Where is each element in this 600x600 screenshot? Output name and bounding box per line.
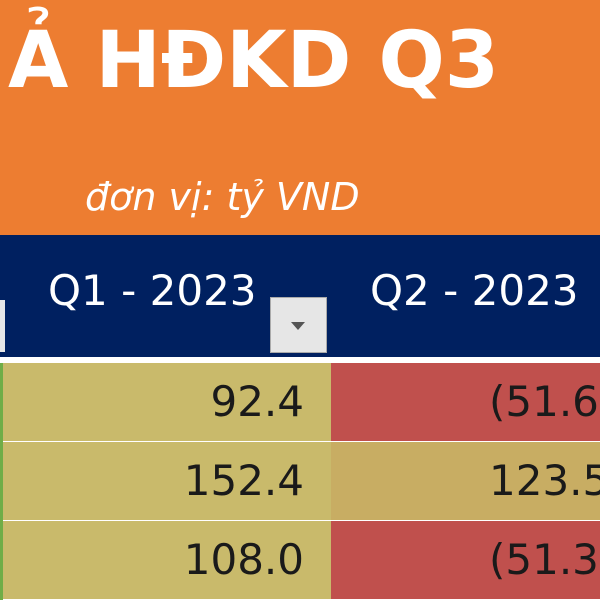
column-header: Q1 - 2023: [48, 266, 257, 315]
title: Ả HĐKD Q3: [8, 16, 500, 106]
cell: 123.5: [331, 442, 600, 520]
column-header: Q2 - 2023: [370, 266, 579, 315]
filter-button[interactable]: [0, 300, 5, 352]
subtitle: đơn vị: tỷ VND: [85, 175, 360, 219]
cell: 152.4: [3, 442, 332, 520]
filter-button[interactable]: [270, 297, 327, 353]
cell: (51.6: [331, 363, 600, 441]
cell: 108.0: [3, 521, 332, 599]
dropdown-arrow: [291, 322, 305, 330]
separator: [0, 357, 600, 363]
left-edge: [0, 363, 3, 600]
cell: 92.4: [3, 363, 332, 441]
cell: (51.3: [331, 521, 600, 599]
title-banner: [0, 0, 600, 235]
